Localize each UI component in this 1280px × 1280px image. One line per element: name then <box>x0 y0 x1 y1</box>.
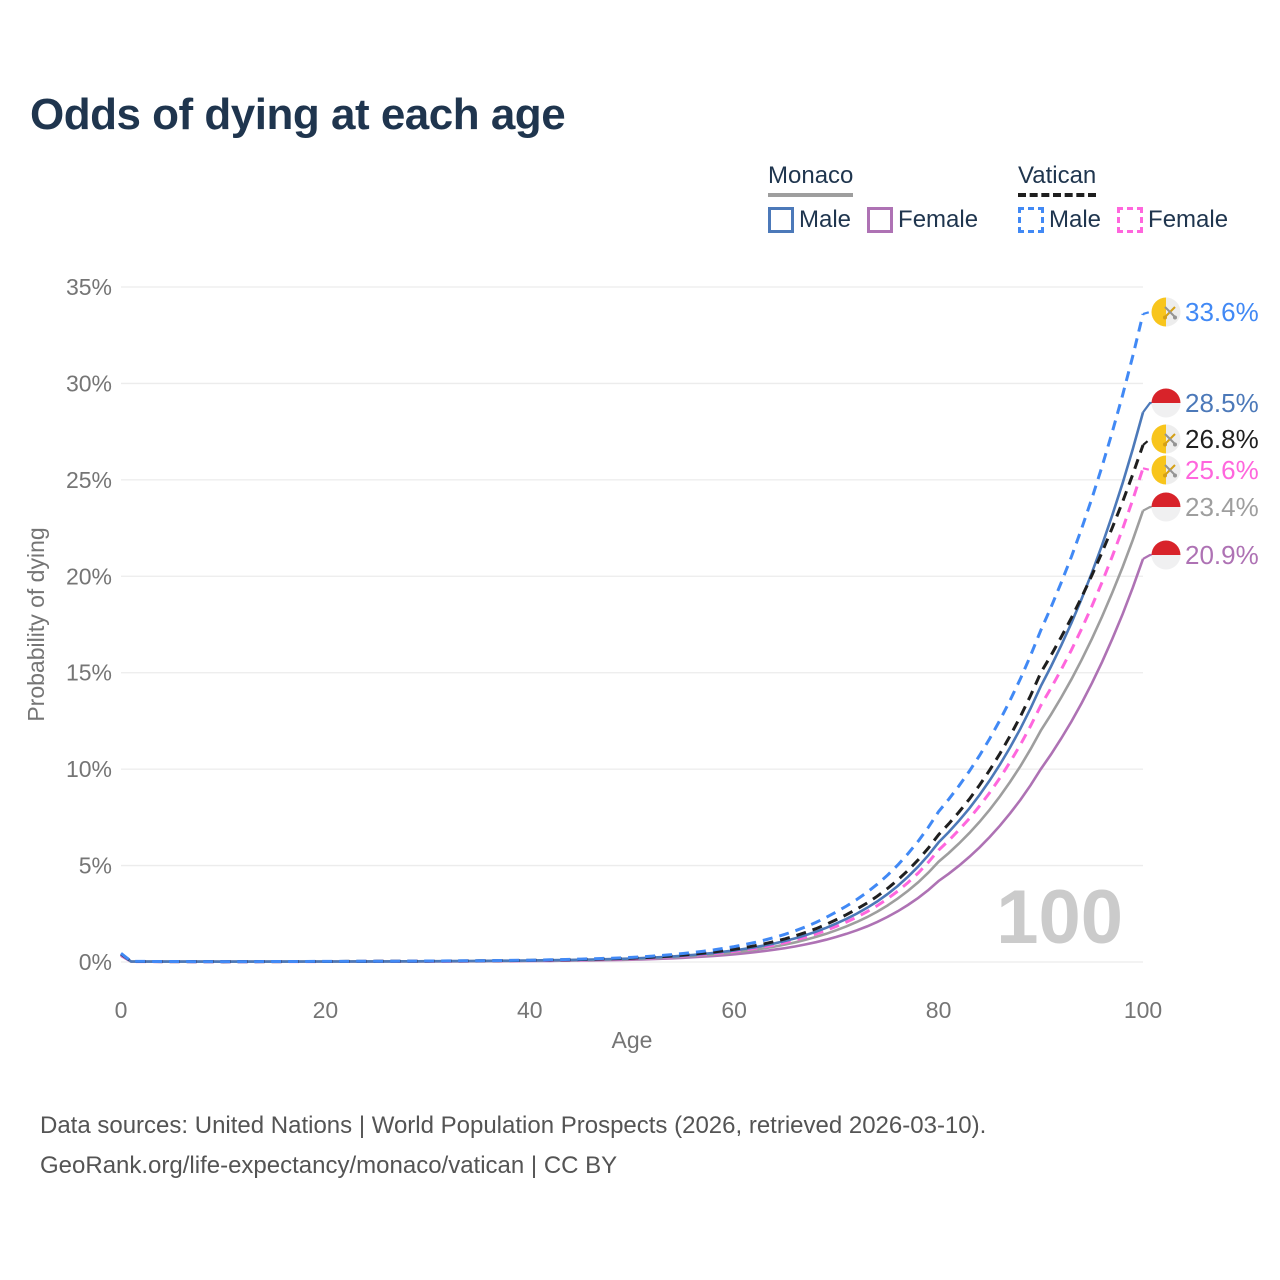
x-tick-label: 60 <box>721 997 747 1023</box>
y-tick-label: 0% <box>79 949 112 975</box>
curve-vatican-female <box>120 467 1145 964</box>
x-tick-label: 20 <box>313 997 339 1023</box>
monaco-female-line-swatch <box>867 207 894 233</box>
x-tick-label: 100 <box>1124 997 1162 1023</box>
x-tick-label: 80 <box>926 997 952 1023</box>
x-axis-title: Age <box>612 1027 653 1053</box>
legend: Monaco Male Female Vatican Male <box>0 162 1280 242</box>
legend-group-vatican: Vatican Male Female <box>1018 162 1228 234</box>
vatican-male-line-swatch <box>1018 207 1044 233</box>
legend-item-monaco-male[interactable]: Male <box>768 206 851 234</box>
x-tick-label: 40 <box>517 997 543 1023</box>
curve-monaco-male <box>120 412 1145 964</box>
legend-item-monaco-female[interactable]: Female <box>867 206 978 234</box>
leader-vatican-female <box>1142 467 1154 472</box>
curve-vatican-male <box>120 313 1145 964</box>
footer: Data sources: United Nations | World Pop… <box>40 1106 986 1186</box>
legend-header-vatican[interactable]: Vatican <box>1018 162 1097 197</box>
y-tick-label: 15% <box>66 660 112 686</box>
legend-item-vatican-female[interactable]: Female <box>1117 206 1228 234</box>
legend-group-monaco: Monaco Male Female <box>768 162 978 234</box>
vatican-female-line-swatch <box>1117 207 1144 233</box>
y-tick-label: 30% <box>66 370 112 396</box>
attribution-text: GeoRank.org/life-expectancy/monaco/vatic… <box>40 1152 618 1179</box>
x-tick-label: 0 <box>115 997 128 1023</box>
y-tick-label: 5% <box>79 853 112 879</box>
end-label-vatican-male: 33.6% <box>1185 297 1259 327</box>
y-tick-label: 25% <box>66 467 112 493</box>
y-tick-label: 20% <box>66 563 112 589</box>
vatican-flag-icon <box>1151 424 1181 454</box>
y-axis-title: Probability of dying <box>23 527 49 721</box>
legend-label-vatican-female: Female <box>1148 206 1229 233</box>
y-tick-label: 35% <box>66 274 112 300</box>
legend-label-monaco-female: Female <box>898 206 979 233</box>
end-label-monaco-male: 28.5% <box>1185 388 1259 418</box>
y-tick-label: 10% <box>66 756 112 782</box>
vatican-flag-icon <box>1151 455 1181 485</box>
legend-label-monaco-male: Male <box>799 206 852 233</box>
monaco-flag-icon <box>1151 492 1181 522</box>
vatican-flag-icon <box>1151 297 1181 327</box>
curve-vatican-both <box>120 444 1145 964</box>
monaco-male-line-swatch <box>768 207 794 233</box>
end-label-monaco-female: 20.9% <box>1185 540 1259 570</box>
data-sources-text: Data sources: United Nations | World Pop… <box>40 1112 987 1139</box>
end-label-vatican-female: 25.6% <box>1185 455 1259 485</box>
age-watermark: 100 <box>996 875 1123 960</box>
legend-label-vatican-male: Male <box>1049 206 1102 233</box>
end-label-monaco-both: 23.4% <box>1185 492 1259 522</box>
leader-vatican-male <box>1142 310 1154 316</box>
legend-item-vatican-male[interactable]: Male <box>1018 206 1101 234</box>
curve-monaco-female <box>120 558 1145 963</box>
page-title: Odds of dying at each age <box>30 90 566 139</box>
monaco-flag-icon <box>1151 540 1181 570</box>
end-label-vatican-both: 26.8% <box>1185 424 1259 454</box>
monaco-flag-icon <box>1151 388 1181 418</box>
legend-header-monaco[interactable]: Monaco <box>768 162 854 197</box>
